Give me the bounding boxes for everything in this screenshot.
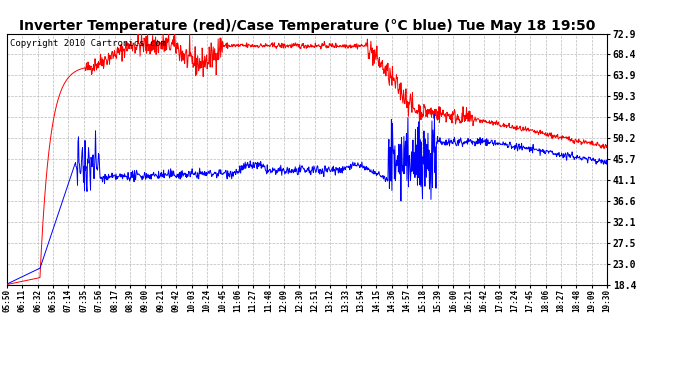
Text: Copyright 2010 Cartronics.com: Copyright 2010 Cartronics.com	[10, 39, 166, 48]
Title: Inverter Temperature (red)/Case Temperature (°C blue) Tue May 18 19:50: Inverter Temperature (red)/Case Temperat…	[19, 19, 595, 33]
